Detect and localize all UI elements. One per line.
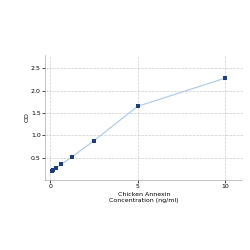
- Point: [51, 168, 55, 172]
- Point: [70, 155, 74, 159]
- Point: [54, 166, 58, 170]
- Point: [59, 162, 63, 166]
- X-axis label: Chicken Annexin
Concentration (ng/ml): Chicken Annexin Concentration (ng/ml): [109, 192, 178, 203]
- Point: [223, 76, 227, 80]
- Point: [92, 139, 96, 143]
- Point: [50, 169, 54, 173]
- Point: [136, 104, 140, 108]
- Y-axis label: OD: OD: [24, 112, 29, 122]
